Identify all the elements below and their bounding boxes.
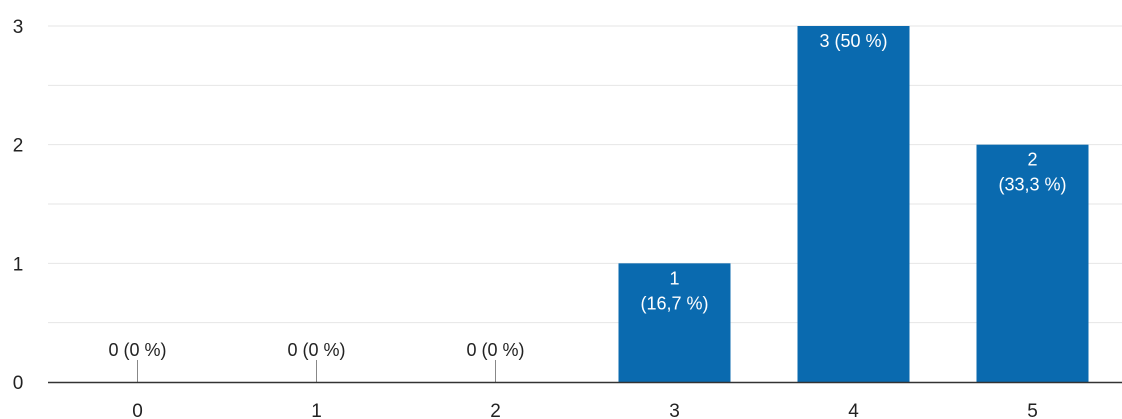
- data-label: 3 (50 %): [819, 31, 887, 51]
- x-tick-label: 1: [311, 401, 322, 419]
- data-label: (16,7 %): [640, 293, 708, 313]
- x-tick-label: 2: [490, 401, 501, 419]
- data-label: (33,3 %): [998, 175, 1066, 195]
- x-axis-ticks: 0 1 2 3 4 5: [132, 401, 1038, 419]
- data-label: 0 (0 %): [287, 340, 345, 360]
- y-tick-label: 0: [13, 373, 24, 394]
- y-tick-label: 1: [13, 254, 24, 275]
- bar: [618, 263, 731, 382]
- x-tick-label: 3: [669, 401, 680, 419]
- bar: [976, 144, 1089, 382]
- data-label: 0 (0 %): [466, 340, 524, 360]
- data-label: 2: [1027, 150, 1037, 170]
- y-axis-ticks: 0 1 2 3: [13, 17, 24, 394]
- x-tick-label: 5: [1027, 401, 1038, 419]
- y-tick-label: 3: [13, 17, 24, 38]
- data-label: 1: [669, 268, 679, 288]
- data-labels: 0 (0 %) 0 (0 %) 0 (0 %) 1 (16,7 %) 3 (50 %) 2 (…: [108, 31, 1066, 360]
- x-tick-label: 0: [132, 401, 143, 419]
- bars: [137, 26, 1089, 382]
- data-label: 0 (0 %): [108, 340, 166, 360]
- grid-lines: [48, 25, 1122, 324]
- bar: [797, 26, 910, 382]
- x-tick-label: 4: [848, 401, 859, 419]
- y-tick-label: 2: [13, 136, 24, 157]
